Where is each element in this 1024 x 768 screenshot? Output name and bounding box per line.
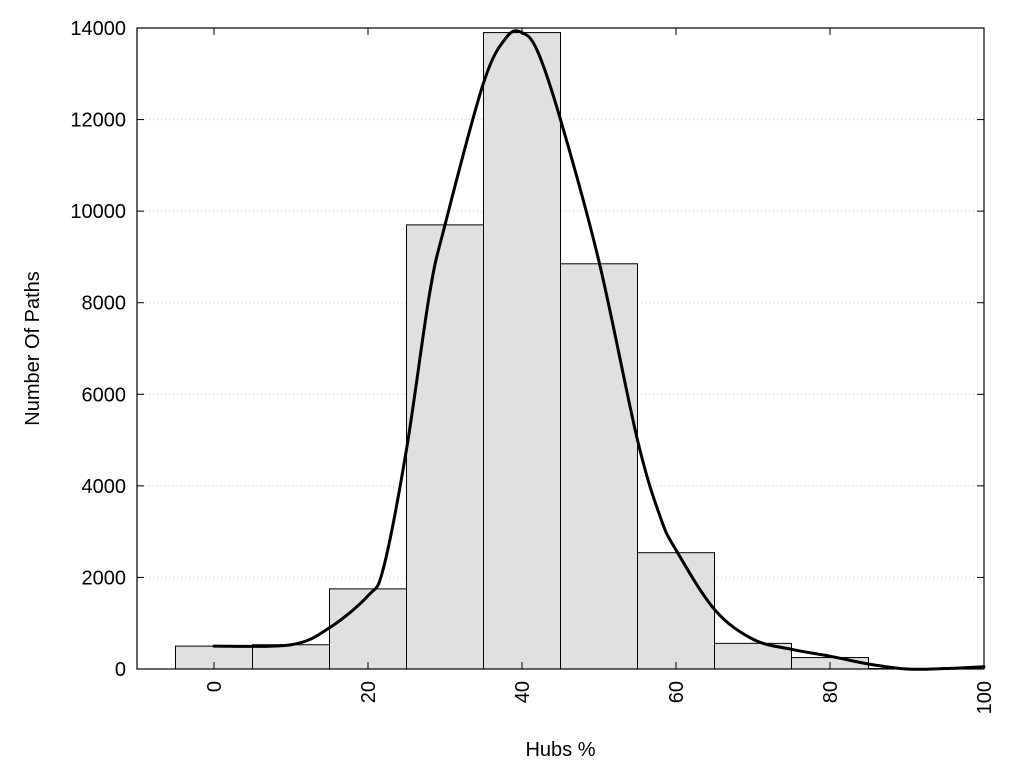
y-tick-label: 12000 xyxy=(70,110,126,132)
histogram-bar xyxy=(252,644,330,670)
y-tick-label: 2000 xyxy=(82,567,127,589)
y-tick-label: 8000 xyxy=(82,293,127,315)
density-curve xyxy=(212,29,986,671)
y-tick-label: 4000 xyxy=(82,476,127,498)
x-tick-label: 20 xyxy=(358,681,380,703)
y-tick-label: 10000 xyxy=(70,201,126,223)
histogram-bar xyxy=(406,224,484,670)
plot-frame xyxy=(136,27,985,670)
histogram-bars xyxy=(175,32,946,670)
x-tick-label: 0 xyxy=(204,681,226,692)
histogram-bar xyxy=(483,32,561,670)
x-tick-label: 80 xyxy=(820,681,842,703)
y-axis: 0 2000 4000 6000 8000 10000 12000 14000 xyxy=(70,18,984,681)
histogram-bar xyxy=(637,552,715,670)
x-axis: 0 20 40 60 80 100 xyxy=(204,28,996,714)
x-axis-label: Hubs % xyxy=(525,739,595,761)
y-tick-label: 6000 xyxy=(82,384,127,406)
x-tick-label: 100 xyxy=(974,681,996,714)
y-tick-label: 0 xyxy=(115,659,126,681)
y-axis-label: Number Of Paths xyxy=(22,271,44,426)
histogram-bar xyxy=(329,588,407,670)
x-tick-label: 60 xyxy=(666,681,688,703)
x-tick-label: 40 xyxy=(512,681,534,703)
histogram-bar xyxy=(560,263,638,670)
y-tick-label: 14000 xyxy=(70,18,126,40)
